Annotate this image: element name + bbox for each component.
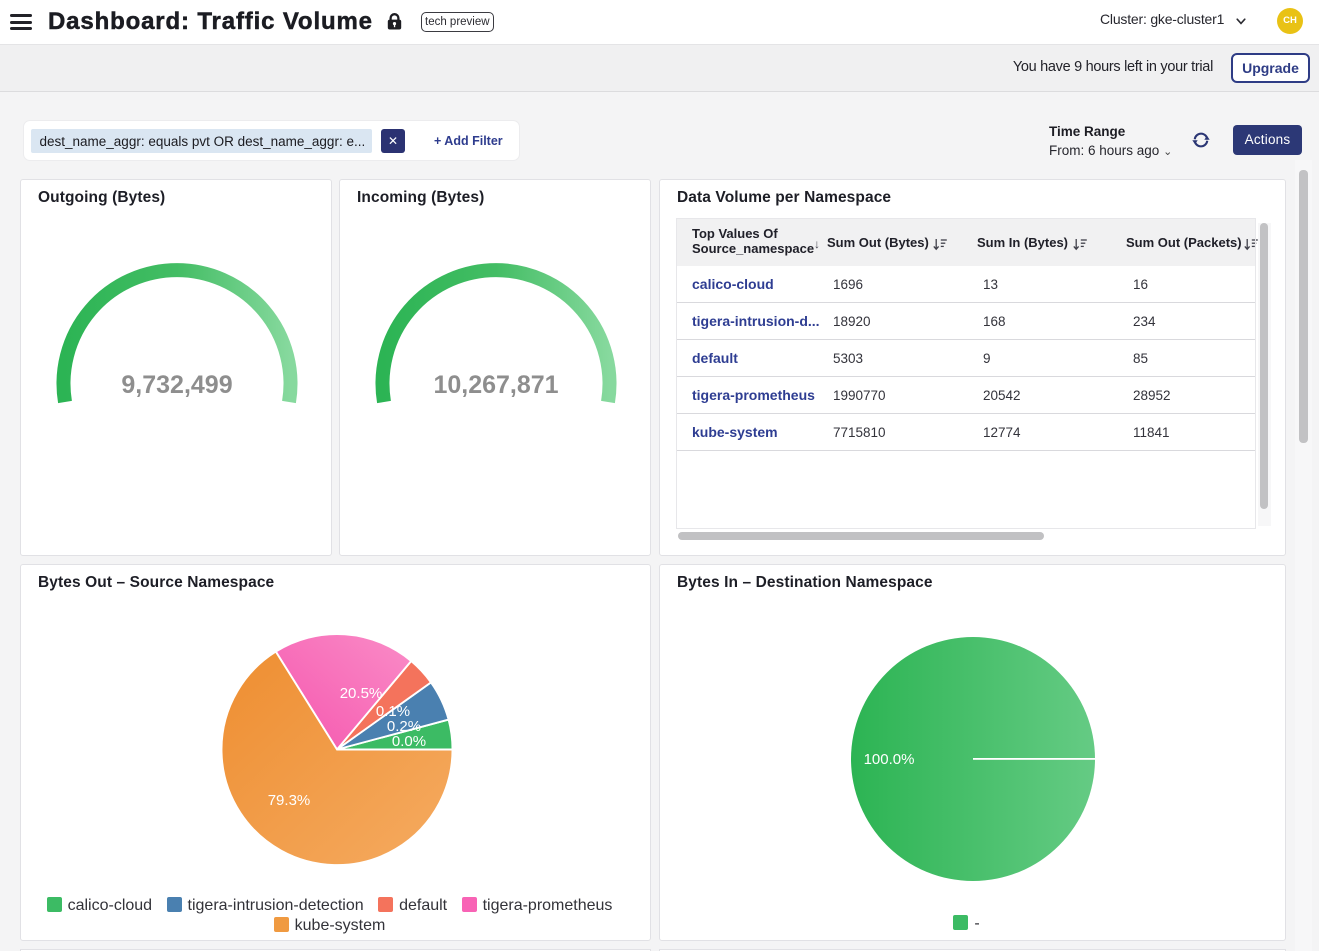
svg-text:0.2%: 0.2% [387,718,421,735]
svg-text:0.0%: 0.0% [392,733,426,750]
svg-text:20.5%: 20.5% [340,685,383,702]
svg-text:100.0%: 100.0% [864,751,915,768]
svg-text:79.3%: 79.3% [268,792,311,809]
svg-text:0.1%: 0.1% [376,703,410,720]
